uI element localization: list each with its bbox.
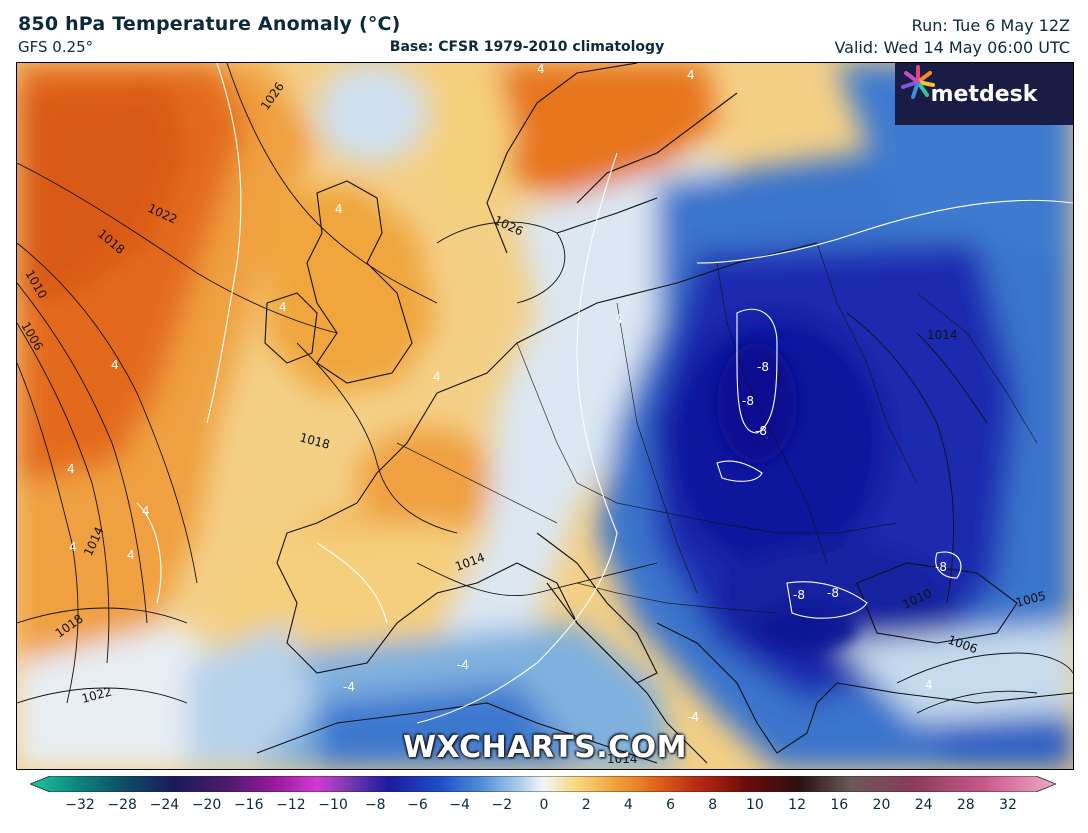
- colorbar-tick-label: 2: [581, 797, 591, 813]
- anomaly-label: -8: [742, 394, 754, 408]
- colorbar-tick-label: 24: [914, 797, 933, 813]
- colorbar-tick-label: −16: [233, 797, 264, 813]
- anomaly-label-group: 4 4 4 4 4 4 4 4 4 4 4 -8 -8 -8 -8 -8 -8 …: [67, 63, 947, 758]
- colorbar-tick-label: −32: [65, 797, 95, 813]
- anomaly-field: [17, 63, 1073, 769]
- anomaly-label: 4: [433, 370, 441, 384]
- colorbar-tick-label: −10: [318, 797, 348, 813]
- valid-label: Valid: Wed 14 May 06:00 UTC: [834, 38, 1070, 57]
- anomaly-label: -8: [827, 586, 839, 600]
- metdesk-logo: metdesk: [895, 63, 1073, 125]
- anomaly-label: 4: [67, 462, 75, 476]
- anomaly-contours: [136, 63, 1073, 724]
- colorbar-tick-label: 12: [788, 797, 806, 813]
- colorbar-labels: −32 −28 −24 −20 −16 −12 −10 −8 −6 −4 −2 0 2 4 6 8 10 12 16…: [0, 797, 1088, 819]
- anomaly-label: 4: [111, 358, 119, 372]
- isobar-label: 1014: [607, 752, 638, 766]
- coastlines: [256, 63, 1073, 764]
- anomaly-label: -8: [757, 360, 769, 374]
- run-label: Run: Tue 6 May 12Z: [911, 16, 1070, 35]
- isobars: [17, 63, 1073, 714]
- anomaly-label: -4: [343, 680, 355, 694]
- anomaly-label: 4: [687, 68, 695, 82]
- watermark: WXCHARTS.COM: [402, 730, 688, 765]
- anomaly-label: 4: [279, 300, 287, 314]
- colorbar-tick-label: 20: [872, 797, 891, 813]
- anomaly-label: -8: [793, 588, 805, 602]
- colorbar-tick-label: −28: [107, 797, 137, 813]
- borders: [396, 242, 1038, 614]
- chart-title: 850 hPa Temperature Anomaly (°C): [18, 13, 401, 35]
- anomaly-label: 4: [142, 504, 150, 518]
- map-panel[interactable]: 1026 1022 1018 1010 1006 1026 1018 1014 …: [16, 62, 1074, 770]
- colorbar-tick-label: 10: [745, 797, 764, 813]
- anomaly-label: 4: [925, 678, 933, 692]
- base-label: Base: CFSR 1979-2010 climatology: [389, 39, 665, 55]
- anomaly-label: -8: [755, 424, 767, 438]
- colorbar-tick-label: −4: [449, 797, 470, 813]
- model-label: GFS 0.25°: [18, 38, 94, 56]
- colorbar-tick-label: 28: [956, 797, 975, 813]
- colorbar-tick-label: −24: [149, 797, 180, 813]
- colorbar-tick-label: 8: [708, 797, 718, 813]
- colorbar-tick-label: 6: [666, 797, 675, 813]
- anomaly-label: 4: [335, 202, 343, 216]
- colorbar-tick-label: 32: [999, 797, 1017, 813]
- colorbar-tick-label: 0: [539, 797, 549, 813]
- isobar-label: 1014: [927, 328, 958, 342]
- colorbar-tick-label: −8: [364, 797, 386, 813]
- anomaly-label: -4: [457, 658, 469, 672]
- metdesk-flower-icon: [901, 65, 935, 99]
- anomaly-map: 1026 1022 1018 1010 1006 1026 1018 1014 …: [17, 63, 1073, 769]
- colorbar-tick-label: 4: [623, 797, 633, 813]
- logo-text: metdesk: [930, 81, 1038, 107]
- colorbar-tick-label: −20: [191, 797, 222, 813]
- colorbar-tick-label: −2: [491, 797, 513, 813]
- anomaly-label: -8: [935, 560, 947, 574]
- colorbar-tick-label: −6: [407, 797, 428, 813]
- colorbar: [30, 776, 1056, 792]
- anomaly-label: 4: [615, 312, 623, 326]
- anomaly-label: -4: [421, 744, 433, 758]
- anomaly-label: 4: [127, 548, 135, 562]
- colorbar-tick-label: −12: [276, 797, 306, 813]
- anomaly-label: -4: [687, 710, 699, 724]
- anomaly-label: 4: [537, 63, 545, 76]
- anomaly-label: 4: [69, 540, 77, 554]
- colorbar-tick-label: 16: [830, 797, 849, 813]
